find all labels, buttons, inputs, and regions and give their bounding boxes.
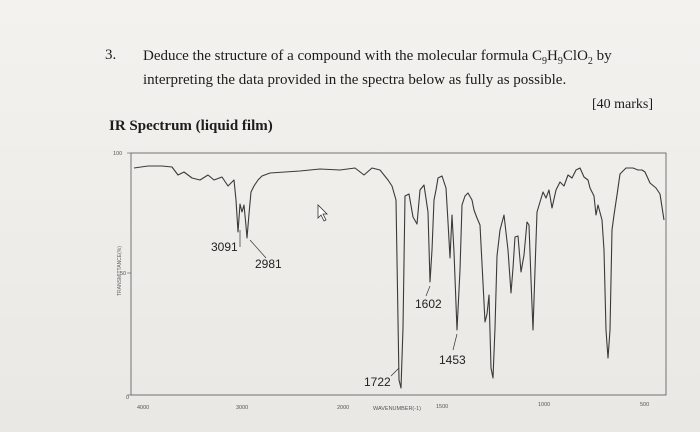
marks-label: [40 marks] [592,97,654,112]
x-tick-1500: 1500 [436,404,448,410]
y-tick-50: 50 [120,271,126,277]
annotation-1453: 1453 [439,353,466,367]
y-tick-100: 100 [113,151,122,157]
question-text-line2: interpreting the data provided in the sp… [143,72,567,88]
ir-spectrum-title: IR Spectrum (liquid film) [109,118,273,134]
leader-2981 [249,239,267,259]
formula-h: H [547,48,558,64]
question-text-part: Deduce the structure of a compound with … [143,48,543,64]
leader-1453 [452,333,458,351]
x-tick-3000: 3000 [236,405,248,411]
leader-1722 [390,367,400,377]
x-tick-500: 500 [640,402,649,408]
formula-rest: ClO [562,48,588,64]
question-number: 3. [105,47,117,63]
annotation-2981: 2981 [255,257,282,271]
plot-frame [130,152,667,396]
annotation-1602: 1602 [415,297,442,311]
formula-o-count: 2 [587,56,593,67]
y-tick-0: 0 [126,395,129,401]
y-axis-label: TRANSMITTANCE(%) [117,246,123,296]
formula-h-count: 9 [557,56,563,67]
annotation-3091: 3091 [211,240,238,254]
x-axis-label: WAVENUMBER(-1) [373,406,421,412]
cursor-icon [317,204,328,222]
x-tick-1000: 1000 [538,402,550,408]
question-text-by: by [592,48,612,64]
leader-1602 [425,285,431,297]
ir-spectrum-trace [133,165,665,389]
x-tick-4000: 4000 [137,405,149,411]
x-tick-2000: 2000 [337,405,349,411]
annotation-1722: 1722 [364,375,391,389]
question-text: Deduce the structure of a compound with … [143,47,663,90]
formula-c-count: 9 [542,56,548,67]
